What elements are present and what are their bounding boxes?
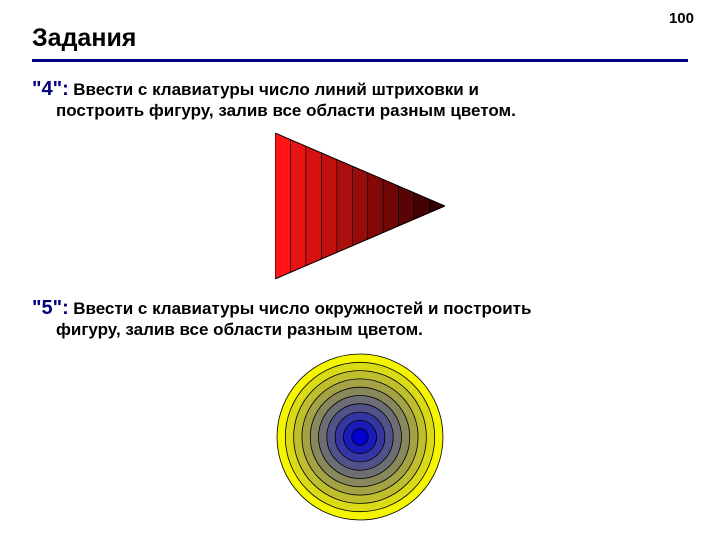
task-4-figure-container: [32, 133, 688, 279]
page-title: Задания: [32, 24, 688, 53]
task-4-figure: [275, 133, 445, 279]
page-number: 100: [669, 10, 694, 27]
task-4-label: "4":: [32, 78, 69, 100]
task-4-desc-line1: Ввести с клавиатуры число линий штриховк…: [73, 80, 479, 99]
task-5-desc-line2: фигуру, залив все области разным цветом.: [32, 320, 688, 340]
task-5-label: "5":: [32, 297, 69, 319]
task-5-block: "5": Ввести с клавиатуры число окружност…: [32, 297, 688, 340]
task-5-figure: [275, 352, 445, 522]
task-4-desc-line2: построить фигуру, залив все области разн…: [32, 101, 688, 121]
title-underline: [32, 59, 688, 62]
task-5-desc-line1: Ввести с клавиатуры число окружностей и …: [73, 299, 531, 318]
task-4-block: "4": Ввести с клавиатуры число линий штр…: [32, 78, 688, 121]
task-5-figure-container: [32, 352, 688, 522]
